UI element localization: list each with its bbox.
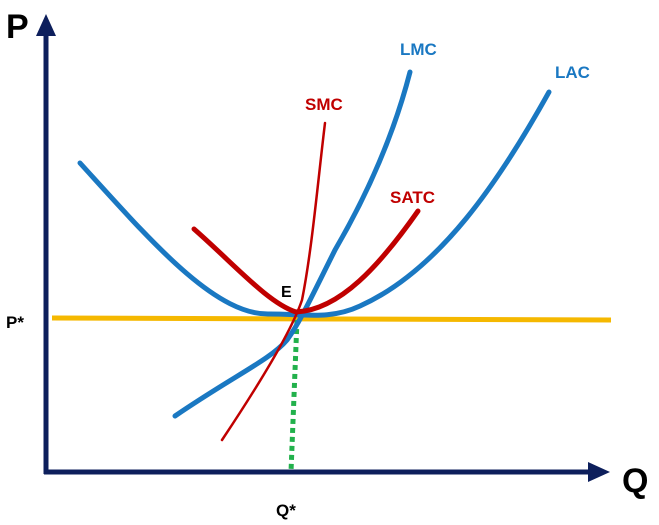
lmc-label: LMC [400, 40, 437, 59]
lmc-curve [172, 69, 413, 419]
y-axis-label: P [6, 8, 29, 46]
satc-curve [191, 208, 421, 315]
equilibrium-label: E [281, 284, 292, 301]
price-line [51, 315, 612, 323]
lac-curve [77, 89, 552, 318]
smc-curve [220, 121, 327, 442]
smc-label: SMC [305, 95, 343, 114]
y-axis-arrow [36, 14, 56, 36]
price-level-label: P* [6, 313, 24, 332]
lac-label: LAC [555, 63, 590, 82]
satc-label: SATC [390, 188, 435, 207]
x-axis-label: Q [622, 462, 648, 500]
quantity-line [288, 319, 300, 473]
x-axis-arrow [588, 462, 610, 482]
quantity-level-label: Q* [276, 501, 296, 520]
